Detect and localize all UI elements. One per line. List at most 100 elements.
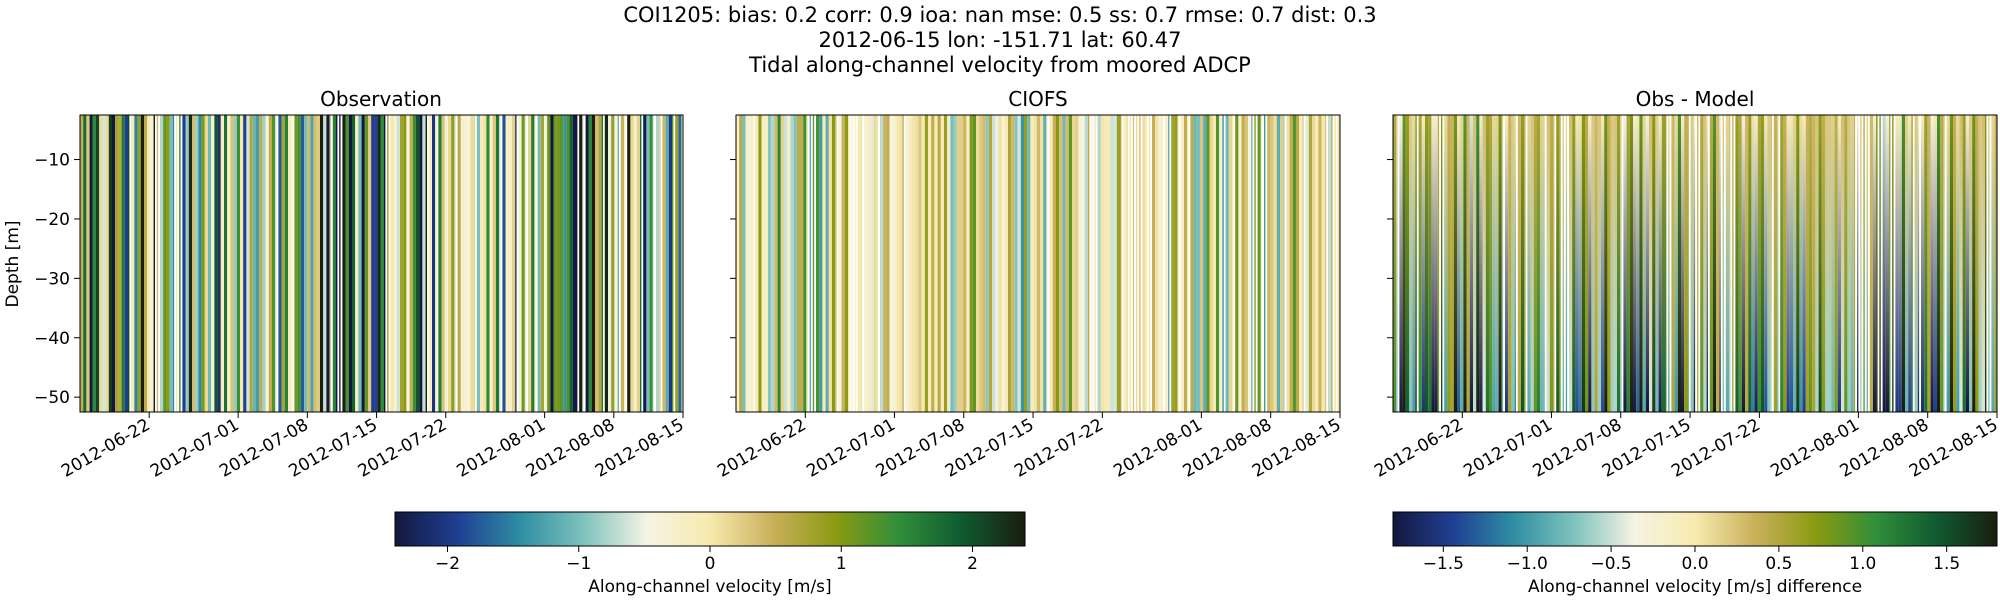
data-gap <box>385 115 388 412</box>
velocity-stripe <box>1145 115 1148 412</box>
velocity-stripe <box>905 115 909 412</box>
velocity-stripe <box>400 115 404 412</box>
velocity-stripe <box>828 115 832 412</box>
velocity-stripe <box>412 115 416 412</box>
velocity-stripe <box>1206 115 1210 412</box>
velocity-stripe <box>188 115 192 412</box>
x-tick-label: 2012-06-22 <box>58 415 154 482</box>
velocity-stripe <box>387 115 389 412</box>
velocity-stripe <box>1318 115 1322 412</box>
velocity-stripe <box>377 115 381 412</box>
velocity-stripe <box>1447 115 1451 412</box>
velocity-stripe <box>505 115 509 412</box>
velocity-stripe <box>233 115 237 412</box>
velocity-stripe <box>1040 115 1044 412</box>
velocity-stripe <box>416 115 420 412</box>
panel-title-ciofs: CIOFS <box>1008 87 1067 111</box>
velocity-stripe <box>736 115 740 412</box>
data-gap <box>1560 115 1563 412</box>
velocity-stripe <box>764 115 768 412</box>
velocity-stripe <box>1991 115 1995 412</box>
velocity-stripe <box>1687 115 1689 412</box>
velocity-stripe <box>1264 115 1266 412</box>
velocity-stripe <box>476 115 480 412</box>
velocity-stripe <box>294 115 298 412</box>
velocity-stripe <box>1620 115 1622 412</box>
velocity-stripe <box>1693 115 1696 412</box>
velocity-stripe <box>1027 115 1031 412</box>
data-gap <box>1858 115 1861 412</box>
data-gap <box>1695 115 1697 412</box>
data-gap <box>1986 115 1989 412</box>
velocity-stripe <box>1937 115 1941 412</box>
velocity-stripe <box>252 115 256 412</box>
data-gap <box>1772 115 1774 412</box>
velocity-stripe <box>1062 115 1066 412</box>
velocity-stripe <box>1799 115 1803 412</box>
velocity-stripe <box>272 115 276 412</box>
velocity-stripe <box>1793 115 1797 412</box>
velocity-stripe <box>1825 115 1829 412</box>
velocity-stripe <box>1299 115 1303 412</box>
velocity-stripe <box>950 115 954 412</box>
velocity-stripe <box>1569 115 1573 412</box>
velocity-stripe <box>940 115 944 412</box>
velocity-stripe <box>1469 115 1473 412</box>
velocity-stripe <box>643 115 647 412</box>
velocity-stripe <box>892 115 896 412</box>
velocity-stripe <box>124 115 128 412</box>
velocity-stripe <box>1024 115 1028 412</box>
colorbar-tick-label: 0 <box>705 554 716 574</box>
velocity-stripe <box>1700 115 1704 412</box>
data-gap <box>1134 115 1136 412</box>
data-gap <box>1666 115 1669 412</box>
velocity-stripe <box>1209 115 1213 412</box>
velocity-stripe <box>1866 115 1869 412</box>
velocity-stripe <box>1104 115 1108 412</box>
panel-title-observation: Observation <box>320 87 442 111</box>
velocity-stripe <box>1725 115 1729 412</box>
velocity-stripe <box>486 115 490 412</box>
velocity-stripe <box>1655 115 1659 412</box>
velocity-stripe <box>1537 115 1541 412</box>
velocity-stripe <box>870 115 874 412</box>
velocity-stripe <box>611 115 615 412</box>
velocity-stripe <box>1639 115 1643 412</box>
velocity-stripe <box>102 115 106 412</box>
velocity-stripe <box>1617 115 1621 412</box>
velocity-stripe <box>1100 115 1104 412</box>
velocity-stripe <box>473 115 476 412</box>
velocity-stripe <box>1719 115 1721 412</box>
velocity-stripe <box>1283 115 1285 412</box>
velocity-stripe <box>230 115 234 412</box>
velocity-stripe <box>1473 115 1477 412</box>
velocity-stripe <box>441 115 445 412</box>
velocity-stripe <box>1046 115 1048 412</box>
velocity-stripe <box>825 115 829 412</box>
velocity-stripe <box>1203 115 1207 412</box>
data-gap <box>1416 115 1419 412</box>
data-gap <box>1864 115 1867 412</box>
velocity-stripe <box>1927 115 1931 412</box>
velocity-stripe <box>374 115 378 412</box>
velocity-stripe <box>508 115 512 412</box>
velocity-stripe <box>1276 115 1280 412</box>
velocity-stripe <box>115 115 119 412</box>
velocity-stripe <box>105 115 109 412</box>
velocity-stripe <box>976 115 980 412</box>
velocity-stripe <box>1219 115 1223 412</box>
velocity-stripe <box>1597 115 1601 412</box>
colorbar-tick-label: 1.5 <box>1933 554 1960 574</box>
velocity-stripe <box>1671 115 1675 412</box>
data-gap <box>1095 115 1098 412</box>
velocity-stripe <box>1174 115 1178 412</box>
colorbar-1 <box>394 511 1026 547</box>
velocity-stripe <box>912 115 916 412</box>
velocity-stripe <box>284 115 288 412</box>
velocity-stripe <box>876 115 879 412</box>
velocity-stripe <box>265 115 269 412</box>
colorbar-tick-label: 0.0 <box>1681 554 1708 574</box>
velocity-stripe <box>1212 115 1216 412</box>
velocity-stripe <box>1505 115 1509 412</box>
